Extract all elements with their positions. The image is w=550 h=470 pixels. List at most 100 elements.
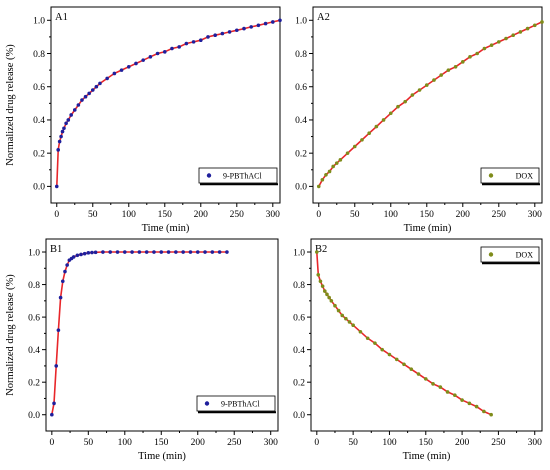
data-point [62, 126, 66, 131]
y-tick-label: 1.0 [28, 248, 40, 258]
x-tick-label: 0 [314, 438, 319, 448]
x-tick-label: 250 [491, 438, 506, 448]
data-point [227, 30, 232, 34]
data-point [90, 250, 94, 255]
data-point [75, 253, 80, 258]
data-point [64, 121, 68, 126]
x-tick-label: 100 [382, 438, 397, 448]
y-axis-label: Normalized drug release (%) [5, 274, 16, 396]
data-point [504, 36, 508, 41]
data-point [352, 144, 357, 149]
x-tick-label: 250 [227, 438, 242, 448]
y-tick-label: 0.2 [293, 378, 305, 388]
data-point [365, 336, 370, 341]
data-point [108, 250, 113, 254]
x-tick-label: 0 [49, 438, 54, 448]
data-point [101, 250, 105, 254]
data-point [396, 104, 400, 109]
data-point [181, 250, 185, 254]
legend-label: 9-PBThACl [221, 400, 260, 409]
data-point [336, 308, 341, 313]
data-point [71, 255, 76, 259]
data-point [206, 35, 210, 39]
data-point [86, 251, 91, 255]
data-point [402, 362, 406, 367]
data-point [60, 279, 65, 284]
fit-line [316, 251, 492, 416]
data-point [141, 58, 145, 62]
data-point [409, 367, 414, 371]
y-tick-label: 0.6 [33, 83, 45, 93]
data-point [468, 55, 472, 59]
y-tick-label: 0.8 [28, 281, 40, 291]
y-tick-label: 0.0 [28, 411, 40, 421]
data-point [234, 28, 239, 33]
data-point [177, 45, 181, 49]
data-point [256, 23, 261, 28]
data-point [327, 295, 331, 300]
data-point [210, 250, 215, 254]
panel-tag: A1 [55, 12, 68, 23]
data-point [417, 88, 422, 92]
y-tick-label: 0.6 [28, 313, 40, 323]
data-point [439, 73, 443, 77]
data-point [184, 41, 189, 46]
y-tick-label: 1.0 [293, 248, 305, 258]
data-point [445, 390, 450, 394]
x-tick-label: 50 [350, 210, 360, 220]
data-point [87, 91, 91, 96]
data-point [388, 111, 393, 116]
data-point [52, 401, 56, 406]
data-point [387, 352, 392, 357]
legend-marker [488, 173, 494, 178]
data-point [416, 372, 421, 376]
data-point [144, 250, 149, 254]
data-point [315, 250, 319, 254]
x-tick-label: 150 [420, 210, 435, 220]
legend-box [198, 167, 278, 184]
fit-line [318, 21, 543, 187]
legend-marker [206, 173, 212, 178]
data-point [374, 124, 379, 129]
data-point [278, 18, 282, 23]
y-tick-label: 0.8 [293, 281, 305, 291]
x-tick-label: 100 [118, 438, 133, 448]
y-tick-label: 0.2 [295, 149, 307, 159]
x-tick-label: 50 [84, 438, 94, 448]
data-point [198, 38, 203, 43]
data-point [217, 250, 222, 254]
data-point [482, 409, 486, 414]
data-point [331, 164, 335, 169]
x-tick-label: 150 [154, 438, 169, 448]
data-point [126, 64, 131, 69]
y-tick-label: 0.8 [33, 50, 45, 60]
data-point [119, 68, 124, 72]
data-point [191, 40, 196, 44]
data-point [380, 347, 384, 352]
x-tick-label: 200 [455, 438, 470, 448]
panel-b2: 0 50 100 150 200 250 300 0.0 0.2 0.4 0.6 0.8 1.0 Time… [293, 238, 543, 462]
y-tick-label: 0.4 [28, 346, 40, 356]
data-point [263, 21, 268, 26]
data-point [358, 329, 363, 334]
data-point [59, 134, 63, 139]
data-point [438, 385, 443, 389]
data-point [344, 316, 348, 321]
fit-line [51, 251, 227, 415]
data-point [83, 94, 88, 99]
y-tick-label: 0.6 [295, 83, 307, 93]
y-tick-label: 0.6 [293, 313, 305, 323]
legend-marker [488, 252, 494, 257]
y-tick-label: 0.0 [293, 411, 305, 421]
x-tick-label: 50 [88, 210, 98, 220]
data-point [423, 377, 428, 381]
x-tick-label: 200 [194, 210, 209, 220]
panel-tag: B1 [50, 244, 62, 255]
data-point [432, 78, 436, 82]
legend-marker [204, 401, 210, 406]
data-point [94, 84, 99, 89]
data-point [134, 61, 138, 66]
data-point [338, 158, 343, 162]
data-point [213, 33, 217, 38]
x-tick-label: 0 [316, 210, 321, 220]
